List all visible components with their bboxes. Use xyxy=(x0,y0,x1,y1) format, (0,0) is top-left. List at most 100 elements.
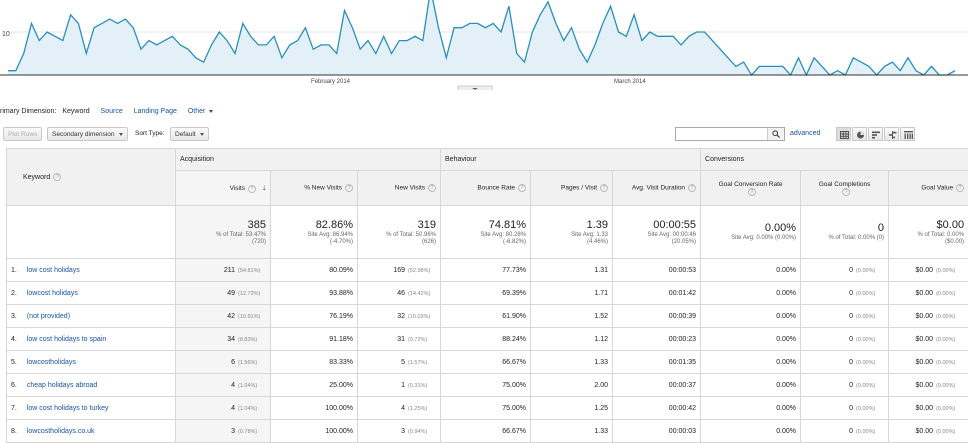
visits-value: 34 xyxy=(227,336,235,343)
help-icon[interactable]: ? xyxy=(956,184,964,192)
bounce-rate-header-label: Bounce Rate xyxy=(477,185,515,192)
goal-completions-percent: (0.00%) xyxy=(856,360,884,366)
visits-cell: 34(8.83%) xyxy=(176,328,271,351)
dimension-landing-page[interactable]: Landing Page xyxy=(134,108,177,115)
sort-type-dropdown[interactable]: Default xyxy=(170,127,209,141)
view-pivot-button[interactable] xyxy=(900,127,915,141)
help-icon[interactable]: ? xyxy=(248,185,256,193)
comparison-icon xyxy=(888,131,897,139)
goal-conversion-rate-value: 0.00% xyxy=(776,267,796,274)
new-visits-column-header[interactable]: New Visits? xyxy=(358,171,441,206)
visits-value: 4 xyxy=(231,405,235,412)
new-visits-percent: (10.03%) xyxy=(408,314,436,320)
conversions-group-header: Conversions xyxy=(701,149,968,171)
new-visits-cell: 169(52.98%) xyxy=(358,259,441,282)
help-icon[interactable]: ? xyxy=(842,188,850,196)
search-button[interactable] xyxy=(767,128,784,140)
help-icon[interactable]: ? xyxy=(345,184,353,192)
goal-value-percent: (0.00%) xyxy=(936,291,964,297)
goal-conversion-rate-cell: 0.00% xyxy=(701,259,801,282)
dimension-source[interactable]: Source xyxy=(101,108,123,115)
avg-visit-duration-cell: 00:00:23 xyxy=(613,328,701,351)
new-visits-percent: (52.98%) xyxy=(408,268,436,274)
chevron-down-icon xyxy=(200,133,204,136)
goal-conversion-rate-column-header[interactable]: Goal Conversion Rate? xyxy=(701,171,801,206)
keyword-link[interactable]: lowcostholidays xyxy=(27,359,76,366)
keyword-link[interactable]: low cost holidays xyxy=(27,267,80,274)
goal-completions-cell: 0(0.00%) xyxy=(801,374,889,397)
bar-list-icon xyxy=(872,131,881,139)
pages-per-visit-cell: 1.71 xyxy=(531,282,613,305)
bounce-rate-value: 66.67% xyxy=(502,428,526,435)
totals-goal-value-value: $0.00 xyxy=(893,219,964,232)
keyword-link[interactable]: lowcost holidays xyxy=(27,290,78,297)
visits-percent: (10.91%) xyxy=(238,314,266,320)
pages-per-visit-cell: 1.52 xyxy=(531,305,613,328)
help-icon[interactable]: ? xyxy=(688,184,696,192)
avg-visit-duration-cell: 00:00:39 xyxy=(613,305,701,328)
view-performance-button[interactable] xyxy=(868,127,883,141)
goal-value-column-header[interactable]: Goal Value? xyxy=(889,171,968,206)
avg-visit-duration-value: 00:01:42 xyxy=(669,290,696,297)
help-icon[interactable]: ? xyxy=(428,184,436,192)
totals-row: 385% of Total: 53.47%(720) 82.86%Site Av… xyxy=(7,206,968,259)
keyword-report-table: Keyword? Acquisition Behaviour Conversio… xyxy=(6,148,968,443)
goal-value-value: $0.00 xyxy=(916,382,934,389)
bounce-rate-column-header[interactable]: Bounce Rate? xyxy=(441,171,531,206)
new-visits-value: 169 xyxy=(393,267,405,274)
visits-column-header[interactable]: Visits?↓ xyxy=(176,171,271,206)
pages-per-visit-column-header[interactable]: Pages / Visit? xyxy=(531,171,613,206)
keyword-link[interactable]: (not provided) xyxy=(27,313,70,320)
dimension-other[interactable]: Other xyxy=(188,108,214,115)
goal-completions-value: 0 xyxy=(849,313,853,320)
keyword-link[interactable]: lowcostholidays.co.uk xyxy=(27,428,95,435)
goal-completions-column-header[interactable]: Goal Completions? xyxy=(801,171,889,206)
help-icon[interactable]: ? xyxy=(748,188,756,196)
view-table-button[interactable] xyxy=(836,127,851,141)
pages-per-visit-cell: 1.25 xyxy=(531,397,613,420)
dimension-keyword[interactable]: Keyword xyxy=(62,108,89,115)
new-visits-cell: 32(10.03%) xyxy=(358,305,441,328)
view-comparison-button[interactable] xyxy=(884,127,899,141)
visits-value: 4 xyxy=(231,382,235,389)
visits-value: 211 xyxy=(224,267,235,274)
secondary-dimension-dropdown[interactable]: Secondary dimension xyxy=(47,127,128,141)
keyword-column-header[interactable]: Keyword? xyxy=(7,149,176,206)
avg-visit-duration-column-header[interactable]: Avg. Visit Duration? xyxy=(613,171,701,206)
avg-visit-duration-cell: 00:00:03 xyxy=(613,420,701,443)
month-label-february: February 2014 xyxy=(311,79,351,85)
goal-value-value: $0.00 xyxy=(916,290,934,297)
pct-new-visits-cell: 91.18% xyxy=(271,328,358,351)
new-visits-cell: 46(14.42%) xyxy=(358,282,441,305)
goal-value-value: $0.00 xyxy=(916,313,934,320)
keyword-link[interactable]: cheap holidays abroad xyxy=(27,382,97,389)
goal-conversion-rate-cell: 0.00% xyxy=(701,282,801,305)
pct-new-visits-cell: 93.88% xyxy=(271,282,358,305)
visits-percent: (8.83%) xyxy=(238,337,266,343)
keyword-link[interactable]: low cost holidays to spain xyxy=(27,336,106,343)
pct-new-visits-cell: 100.00% xyxy=(271,397,358,420)
avg-visit-duration-value: 00:00:37 xyxy=(669,382,696,389)
goal-conversion-rate-cell: 0.00% xyxy=(701,420,801,443)
row-number: 5. xyxy=(11,359,17,366)
month-label-march: March 2014 xyxy=(614,79,646,85)
new-visits-cell: 3(0.94%) xyxy=(358,420,441,443)
table-search-input[interactable] xyxy=(675,127,785,141)
totals-new-visits: 319% of Total: 50.96%(626) xyxy=(358,206,441,259)
pct-new-visits-column-header[interactable]: % New Visits? xyxy=(271,171,358,206)
advanced-filter-link[interactable]: advanced xyxy=(790,127,820,141)
avg-visit-duration-header-label: Avg. Visit Duration xyxy=(632,185,685,192)
keyword-link[interactable]: low cost holidays to turkey xyxy=(27,405,109,412)
new-visits-value: 4 xyxy=(401,405,405,412)
help-icon[interactable]: ? xyxy=(518,184,526,192)
goal-value-cell: $0.00(0.00%) xyxy=(889,351,968,374)
plot-rows-button[interactable]: Plot Rows xyxy=(3,127,42,141)
visits-cell: 42(10.91%) xyxy=(176,305,271,328)
help-icon[interactable]: ? xyxy=(53,173,61,181)
goal-conversion-rate-value: 0.00% xyxy=(776,428,796,435)
view-percentage-button[interactable] xyxy=(852,127,867,141)
new-visits-percent: (9.72%) xyxy=(408,337,436,343)
help-icon[interactable]: ? xyxy=(600,184,608,192)
bounce-rate-value: 75.00% xyxy=(502,405,526,412)
